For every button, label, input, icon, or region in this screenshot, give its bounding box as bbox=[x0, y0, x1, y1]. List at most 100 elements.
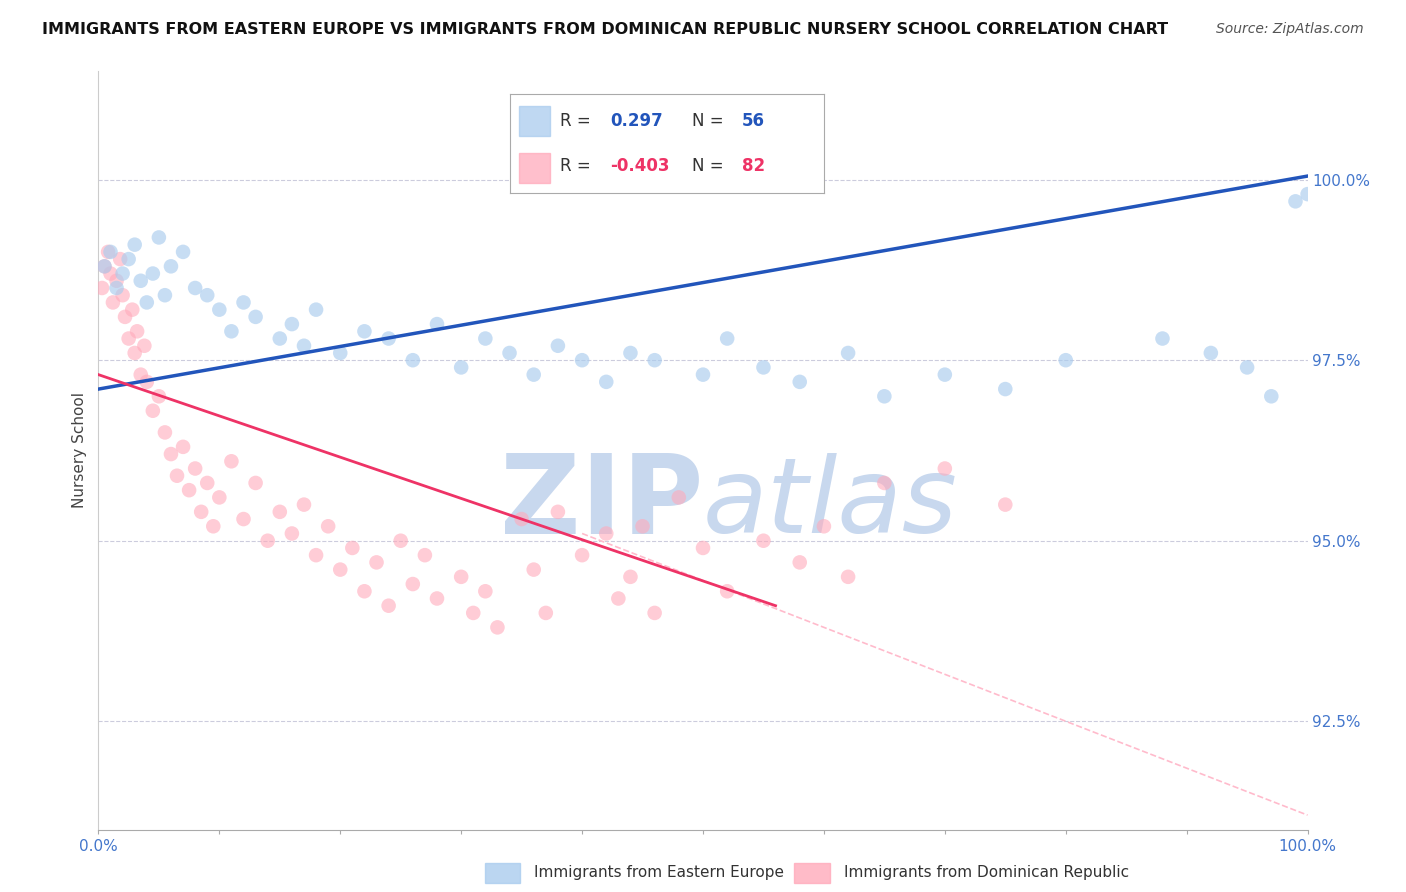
Point bbox=[129, 368, 152, 382]
Point bbox=[281, 526, 304, 541]
Point bbox=[305, 302, 328, 317]
Point bbox=[111, 288, 134, 302]
Point bbox=[190, 505, 212, 519]
Point bbox=[523, 563, 546, 577]
Point bbox=[172, 440, 194, 454]
Point bbox=[153, 288, 176, 302]
Point bbox=[571, 548, 593, 562]
Point bbox=[232, 512, 254, 526]
Point bbox=[91, 281, 114, 295]
Point bbox=[994, 498, 1017, 512]
Point bbox=[1152, 332, 1174, 346]
Point bbox=[97, 244, 120, 259]
Point bbox=[402, 577, 425, 591]
Point bbox=[232, 295, 254, 310]
Point bbox=[93, 260, 115, 274]
Text: atlas: atlas bbox=[703, 452, 957, 555]
Point bbox=[245, 310, 267, 324]
Point bbox=[342, 541, 364, 555]
Point bbox=[426, 591, 449, 606]
Point bbox=[195, 288, 218, 302]
Point bbox=[413, 548, 436, 562]
Point bbox=[934, 461, 956, 475]
Point bbox=[873, 475, 896, 490]
Point bbox=[135, 295, 157, 310]
Point bbox=[202, 519, 225, 533]
Point bbox=[1054, 353, 1077, 368]
Point bbox=[166, 468, 188, 483]
Point bbox=[873, 389, 896, 403]
Point bbox=[105, 274, 128, 288]
Point bbox=[692, 541, 714, 555]
Point bbox=[127, 324, 149, 338]
Point bbox=[498, 346, 520, 360]
Point bbox=[547, 339, 569, 353]
Point bbox=[105, 281, 128, 295]
Point bbox=[644, 606, 666, 620]
Point bbox=[523, 368, 546, 382]
Text: IMMIGRANTS FROM EASTERN EUROPE VS IMMIGRANTS FROM DOMINICAN REPUBLIC NURSERY SCH: IMMIGRANTS FROM EASTERN EUROPE VS IMMIGR… bbox=[42, 22, 1168, 37]
Point bbox=[1260, 389, 1282, 403]
Point bbox=[184, 461, 207, 475]
Point bbox=[100, 244, 122, 259]
Point bbox=[101, 295, 124, 310]
Point bbox=[752, 360, 775, 375]
Point bbox=[668, 491, 690, 505]
Text: Source: ZipAtlas.com: Source: ZipAtlas.com bbox=[1216, 22, 1364, 37]
Point bbox=[292, 339, 315, 353]
Point bbox=[934, 368, 956, 382]
Point bbox=[450, 360, 472, 375]
Point bbox=[329, 346, 352, 360]
Point bbox=[607, 591, 630, 606]
Point bbox=[474, 332, 496, 346]
Point bbox=[353, 584, 375, 599]
Point bbox=[245, 475, 267, 490]
Point bbox=[547, 505, 569, 519]
Point bbox=[121, 302, 143, 317]
Point bbox=[716, 584, 738, 599]
Point bbox=[221, 324, 243, 338]
Point bbox=[534, 606, 557, 620]
Point bbox=[619, 570, 641, 584]
Point bbox=[172, 244, 194, 259]
Point bbox=[837, 346, 859, 360]
Point bbox=[353, 324, 375, 338]
Text: Immigrants from Dominican Republic: Immigrants from Dominican Republic bbox=[844, 865, 1129, 880]
Point bbox=[1236, 360, 1258, 375]
Point bbox=[100, 267, 122, 281]
Point bbox=[269, 505, 291, 519]
Point bbox=[153, 425, 176, 440]
Point bbox=[813, 519, 835, 533]
Point bbox=[619, 346, 641, 360]
Point bbox=[474, 584, 496, 599]
Point bbox=[994, 382, 1017, 396]
Point bbox=[142, 267, 165, 281]
Point bbox=[118, 332, 141, 346]
Point bbox=[292, 498, 315, 512]
Point bbox=[595, 375, 617, 389]
Y-axis label: Nursery School: Nursery School bbox=[72, 392, 87, 508]
Point bbox=[134, 339, 156, 353]
Point bbox=[789, 555, 811, 569]
Point bbox=[281, 317, 304, 331]
Text: Immigrants from Eastern Europe: Immigrants from Eastern Europe bbox=[534, 865, 785, 880]
Point bbox=[195, 475, 218, 490]
Point bbox=[377, 332, 399, 346]
Point bbox=[269, 332, 291, 346]
Point bbox=[221, 454, 243, 468]
Point bbox=[631, 519, 654, 533]
Point bbox=[208, 302, 231, 317]
Point bbox=[148, 389, 170, 403]
Point bbox=[463, 606, 485, 620]
Point bbox=[135, 375, 157, 389]
Point bbox=[486, 620, 509, 634]
Point bbox=[179, 483, 201, 498]
Point bbox=[752, 533, 775, 548]
Point bbox=[93, 260, 115, 274]
Point bbox=[329, 563, 352, 577]
Text: ZIP: ZIP bbox=[499, 450, 703, 557]
Point bbox=[789, 375, 811, 389]
Point bbox=[510, 512, 533, 526]
Point bbox=[426, 317, 449, 331]
Point bbox=[316, 519, 339, 533]
